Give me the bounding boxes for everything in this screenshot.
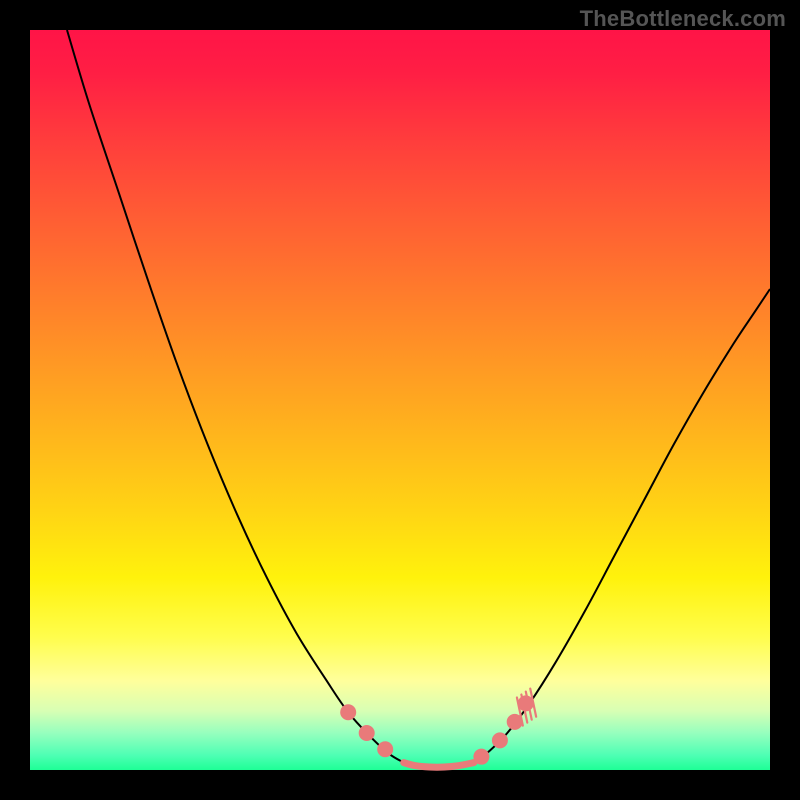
marker-dot bbox=[377, 741, 393, 757]
marker-dot bbox=[492, 732, 508, 748]
marker-dot bbox=[359, 725, 375, 741]
plot-background bbox=[30, 30, 770, 770]
watermark-text: TheBottleneck.com bbox=[580, 6, 786, 32]
marker-dot bbox=[340, 704, 356, 720]
marker-dot bbox=[473, 749, 489, 765]
bottleneck-chart bbox=[0, 0, 800, 800]
chart-frame: { "meta": { "watermark": "TheBottleneck.… bbox=[0, 0, 800, 800]
